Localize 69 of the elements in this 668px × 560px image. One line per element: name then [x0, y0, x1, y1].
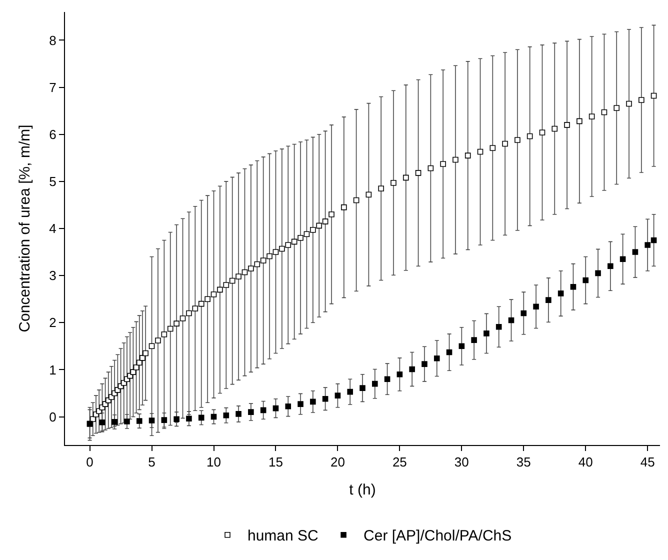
y-tick-label: 6 [49, 126, 56, 142]
x-tick-label: 40 [578, 454, 593, 470]
point [650, 237, 657, 244]
point [236, 411, 242, 417]
point [608, 263, 614, 270]
point [186, 416, 192, 422]
point [148, 418, 155, 424]
point [260, 407, 266, 414]
y-tick-label: 3 [49, 268, 56, 284]
point [161, 417, 168, 423]
y-tick-label: 2 [49, 315, 56, 330]
point [136, 418, 142, 424]
point [210, 414, 217, 420]
x-tick-label: 0 [86, 454, 94, 470]
point [174, 416, 180, 422]
point [248, 409, 254, 415]
y-tick-label: 4 [49, 221, 56, 236]
point [322, 396, 328, 402]
point [334, 392, 341, 398]
x-tick-label: 10 [206, 454, 221, 470]
point [360, 385, 366, 391]
y-tick-label: 1 [49, 362, 56, 378]
x-tick-label: 35 [516, 454, 531, 470]
y-tick-label: 8 [49, 32, 56, 48]
point [298, 401, 304, 407]
point [223, 412, 230, 418]
x-axis-title: t (h) [349, 482, 376, 499]
point [582, 277, 589, 284]
x-tick-label: 20 [330, 454, 345, 470]
x-tick-label: 25 [392, 454, 407, 470]
y-tick-label: 7 [49, 80, 56, 95]
point [396, 372, 403, 378]
y-axis-title: Concentration of urea [%, m/m] [16, 124, 34, 332]
point [558, 290, 564, 296]
point [484, 330, 490, 336]
point [347, 388, 353, 395]
x-tick-label: 30 [454, 454, 469, 470]
point [496, 324, 502, 330]
point [620, 256, 626, 262]
legend-label: Cer [AP]/Chol/PA/ChS [364, 528, 512, 545]
point [285, 404, 292, 410]
point [632, 249, 638, 255]
point [99, 420, 106, 426]
point [198, 414, 204, 421]
point [508, 317, 514, 324]
y-tick-label: 0 [49, 409, 56, 424]
point [533, 304, 539, 310]
x-tick-label: 5 [148, 454, 156, 470]
point [546, 297, 552, 303]
point [458, 343, 465, 350]
point [520, 310, 527, 316]
point [570, 284, 576, 290]
point [372, 380, 378, 387]
x-tick-label: 15 [268, 454, 283, 470]
point [434, 356, 440, 362]
y-tick-label: 5 [49, 174, 56, 189]
point [644, 242, 650, 248]
point [272, 405, 279, 412]
legend-label: human SC [248, 528, 319, 545]
point [384, 376, 390, 382]
point [446, 349, 452, 356]
point [124, 418, 130, 424]
point [422, 361, 428, 367]
point [595, 270, 601, 276]
point [310, 398, 316, 405]
point [409, 366, 415, 372]
point [471, 337, 477, 343]
point [112, 419, 118, 425]
x-tick-label: 45 [640, 454, 655, 470]
